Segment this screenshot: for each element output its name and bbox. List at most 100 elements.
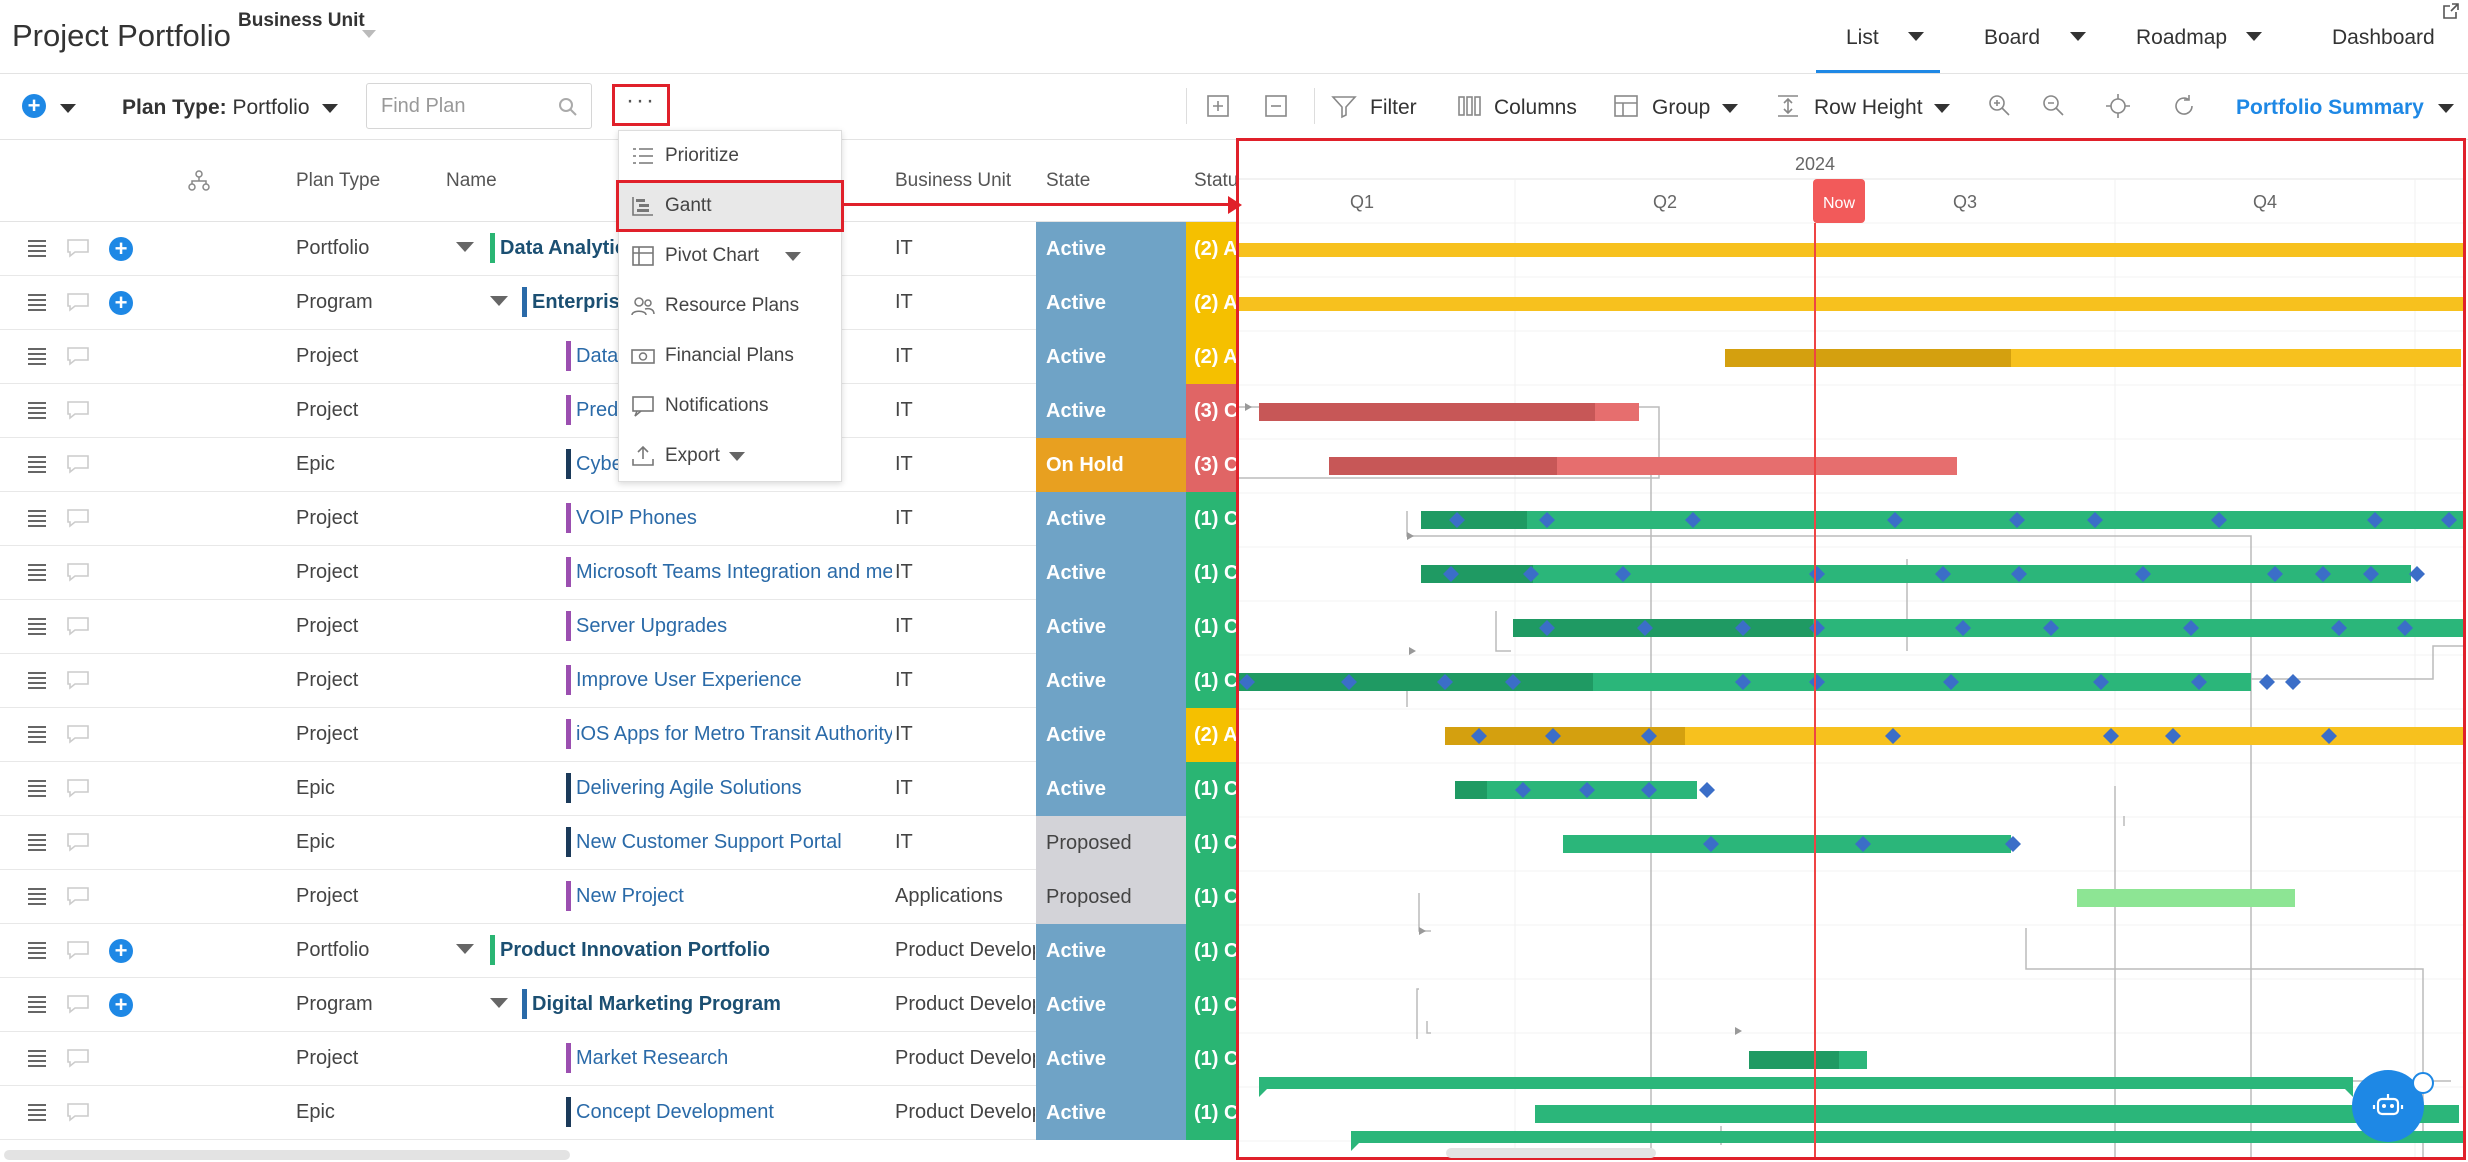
tab-roadmap[interactable]: Roadmap bbox=[2136, 26, 2228, 49]
add-child-button[interactable]: + bbox=[109, 291, 133, 315]
drag-handle-icon[interactable] bbox=[26, 885, 48, 907]
group-button[interactable]: Group bbox=[1652, 96, 1711, 119]
comment-icon[interactable] bbox=[66, 670, 90, 690]
plan-name-link[interactable]: Enterprise bbox=[532, 291, 631, 313]
column-header-plan-type[interactable]: Plan Type bbox=[296, 170, 381, 191]
state-badge[interactable]: On Hold bbox=[1036, 438, 1186, 492]
state-badge[interactable]: Active bbox=[1036, 492, 1186, 546]
tab-dashboard[interactable]: Dashboard bbox=[2332, 26, 2435, 49]
chevron-down-icon[interactable] bbox=[490, 998, 508, 1008]
chevron-down-icon[interactable] bbox=[1722, 104, 1738, 113]
comment-icon[interactable] bbox=[66, 940, 90, 960]
columns-icon[interactable] bbox=[1456, 92, 1484, 120]
plan-name-link[interactable]: Predi bbox=[576, 399, 623, 421]
table-row[interactable]: + Portfolio Product Innovation Portfolio Pr… bbox=[0, 924, 1236, 978]
state-badge[interactable]: Active bbox=[1036, 1086, 1186, 1140]
status-badge[interactable]: (1) C bbox=[1186, 1032, 1236, 1086]
plan-name-link[interactable]: New Project bbox=[576, 885, 684, 907]
find-plan-input[interactable] bbox=[381, 94, 551, 118]
plan-name-link[interactable]: Product Innovation Portfolio bbox=[500, 939, 770, 961]
drag-handle-icon[interactable] bbox=[26, 777, 48, 799]
menu-item-notifications[interactable]: Notifications bbox=[619, 381, 841, 431]
status-badge[interactable]: (2) A bbox=[1186, 708, 1236, 762]
gantt-horizontal-scrollbar[interactable] bbox=[1446, 1148, 1656, 1158]
state-badge[interactable]: Active bbox=[1036, 978, 1186, 1032]
comment-icon[interactable] bbox=[66, 562, 90, 582]
menu-item-financial-plans[interactable]: Financial Plans bbox=[619, 331, 841, 381]
tab-list[interactable]: List bbox=[1846, 26, 1879, 49]
menu-item-export[interactable]: Export bbox=[619, 431, 841, 481]
table-row[interactable]: Project Microsoft Teams Integration and m… bbox=[0, 546, 1236, 600]
add-child-button[interactable]: + bbox=[109, 939, 133, 963]
comment-icon[interactable] bbox=[66, 1102, 90, 1122]
status-badge[interactable]: (3) C bbox=[1186, 438, 1236, 492]
state-badge[interactable]: Active bbox=[1036, 222, 1186, 276]
state-badge[interactable]: Active bbox=[1036, 762, 1186, 816]
fit-to-screen-icon[interactable] bbox=[2104, 92, 2132, 120]
more-options-button[interactable]: ··· bbox=[612, 84, 670, 126]
status-badge[interactable]: (1) C bbox=[1186, 546, 1236, 600]
comment-icon[interactable] bbox=[66, 400, 90, 420]
row-height-button[interactable]: Row Height bbox=[1814, 96, 1923, 119]
column-header-state[interactable]: State bbox=[1046, 170, 1091, 191]
status-badge[interactable]: (3) C bbox=[1186, 384, 1236, 438]
comment-icon[interactable] bbox=[66, 832, 90, 852]
drag-handle-icon[interactable] bbox=[26, 993, 48, 1015]
table-row[interactable]: Epic Cybe IT On Hold (3) C bbox=[0, 438, 1236, 492]
hierarchy-icon[interactable] bbox=[188, 170, 210, 192]
plan-name-link[interactable]: Cybe bbox=[576, 453, 623, 475]
status-badge[interactable]: (2) A bbox=[1186, 276, 1236, 330]
state-badge[interactable]: Active bbox=[1036, 546, 1186, 600]
drag-handle-icon[interactable] bbox=[26, 1047, 48, 1069]
state-badge[interactable]: Active bbox=[1036, 330, 1186, 384]
comment-icon[interactable] bbox=[66, 508, 90, 528]
state-badge[interactable]: Proposed bbox=[1036, 870, 1186, 924]
comment-icon[interactable] bbox=[66, 238, 90, 258]
plan-name-link[interactable]: Data bbox=[576, 345, 619, 367]
table-row[interactable]: Project Server Upgrades IT Active (1) C bbox=[0, 600, 1236, 654]
status-badge[interactable]: (1) C bbox=[1186, 924, 1236, 978]
comment-icon[interactable] bbox=[66, 292, 90, 312]
status-badge[interactable]: (2) A bbox=[1186, 330, 1236, 384]
power-icon[interactable] bbox=[2412, 1072, 2434, 1094]
drag-handle-icon[interactable] bbox=[26, 561, 48, 583]
comment-icon[interactable] bbox=[66, 724, 90, 744]
portfolio-summary-selector[interactable]: Portfolio Summary bbox=[2236, 96, 2424, 119]
chevron-down-icon[interactable] bbox=[785, 252, 801, 261]
status-badge[interactable]: (1) C bbox=[1186, 600, 1236, 654]
state-badge[interactable]: Active bbox=[1036, 708, 1186, 762]
drag-handle-icon[interactable] bbox=[26, 237, 48, 259]
plan-name-link[interactable]: iOS Apps for Metro Transit Authority bbox=[576, 723, 892, 745]
drag-handle-icon[interactable] bbox=[26, 291, 48, 313]
chevron-down-icon[interactable] bbox=[729, 452, 745, 461]
drag-handle-icon[interactable] bbox=[26, 345, 48, 367]
chevron-down-icon[interactable] bbox=[2246, 32, 2262, 41]
zoom-in-icon[interactable] bbox=[1986, 92, 2014, 120]
chevron-down-icon[interactable] bbox=[456, 242, 474, 252]
table-row[interactable]: + Program Digital Marketing Program Product… bbox=[0, 978, 1236, 1032]
status-badge[interactable]: (1) C bbox=[1186, 870, 1236, 924]
comment-icon[interactable] bbox=[66, 778, 90, 798]
search-icon[interactable] bbox=[557, 96, 579, 118]
plan-name-link[interactable]: Market Research bbox=[576, 1047, 729, 1069]
comment-icon[interactable] bbox=[66, 616, 90, 636]
gantt-canvas[interactable]: 2024 Q1 Q2 Q3 Q4 Now bbox=[1239, 141, 2463, 1157]
chevron-down-icon[interactable] bbox=[322, 104, 338, 113]
drag-handle-icon[interactable] bbox=[26, 831, 48, 853]
column-header-name[interactable]: Name bbox=[446, 170, 497, 191]
plan-name-link[interactable]: Delivering Agile Solutions bbox=[576, 777, 802, 799]
plan-name-link[interactable]: Concept Development bbox=[576, 1101, 774, 1123]
drag-handle-icon[interactable] bbox=[26, 399, 48, 421]
plan-name-link[interactable]: Digital Marketing Program bbox=[532, 993, 781, 1015]
status-badge[interactable]: (2) A bbox=[1186, 222, 1236, 276]
state-badge[interactable]: Active bbox=[1036, 384, 1186, 438]
chevron-down-icon[interactable] bbox=[2438, 104, 2454, 113]
business-unit-selector[interactable]: Business Unit bbox=[238, 10, 365, 31]
menu-item-gantt[interactable]: Gantt bbox=[619, 181, 841, 231]
add-plan-button[interactable]: + bbox=[22, 94, 46, 118]
plan-name-link[interactable]: Data Analytic bbox=[500, 237, 626, 259]
menu-item-pivot-chart[interactable]: Pivot Chart bbox=[619, 231, 841, 281]
column-header-business-unit[interactable]: Business Unit bbox=[895, 170, 1012, 191]
plan-name-link[interactable]: Server Upgrades bbox=[576, 615, 728, 637]
state-badge[interactable]: Proposed bbox=[1036, 816, 1186, 870]
